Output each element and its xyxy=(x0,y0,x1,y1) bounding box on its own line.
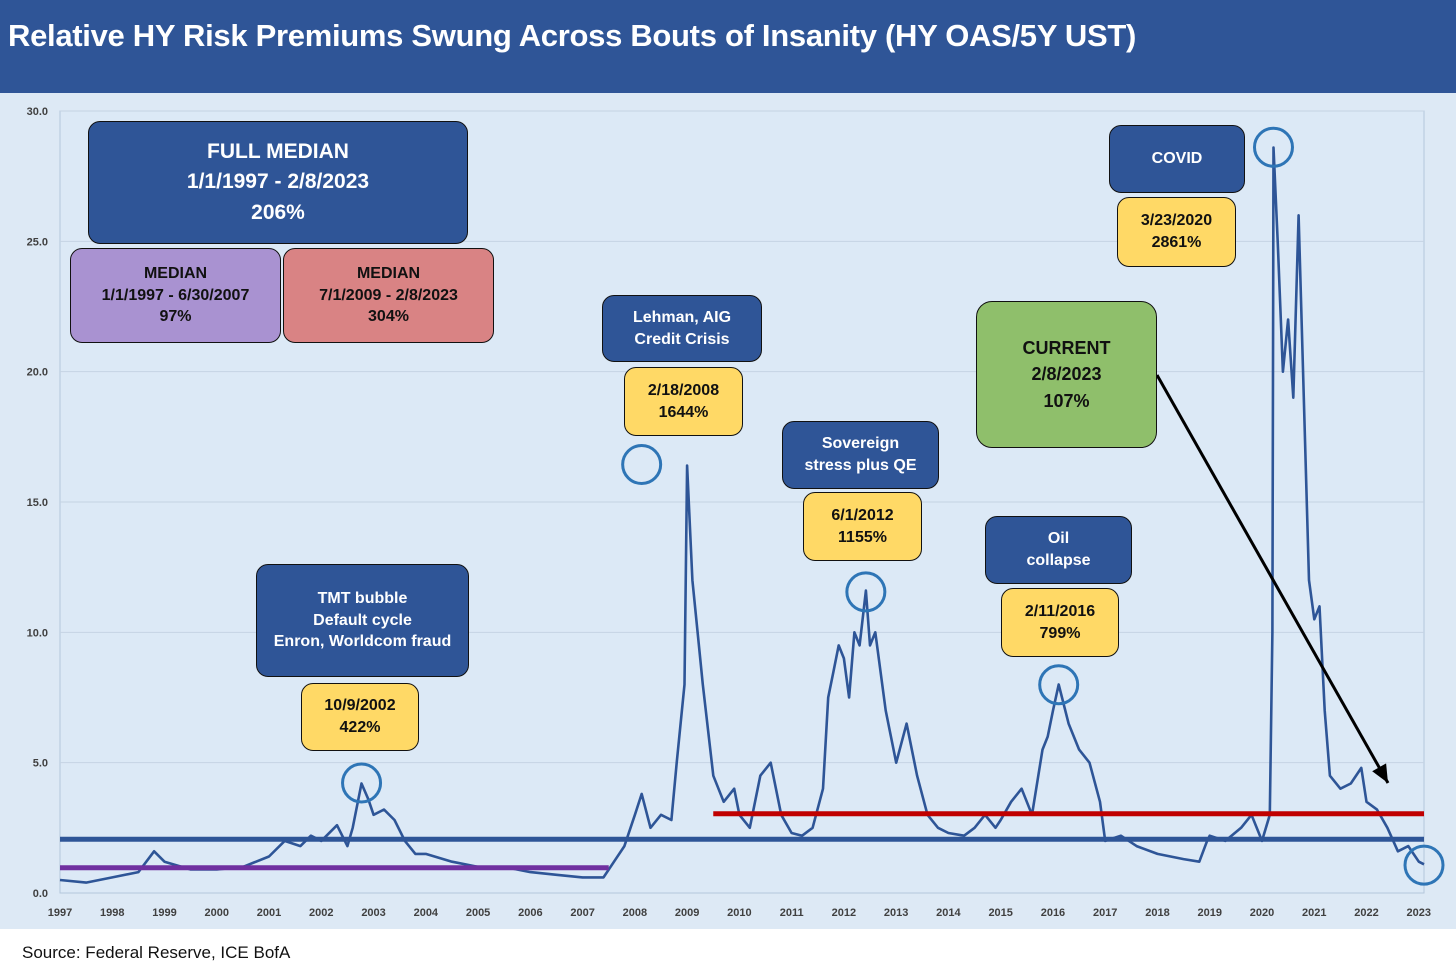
current-arrow xyxy=(1155,374,1390,784)
x-tick-label: 2012 xyxy=(832,907,856,919)
y-tick-label: 5.0 xyxy=(33,758,48,770)
x-tick-label: 2005 xyxy=(466,907,490,919)
tmt-peak-date: 10/9/2002 xyxy=(324,697,396,715)
x-tick-label: 2001 xyxy=(257,907,281,919)
sovereign-peak-date: 6/1/2012 xyxy=(831,506,894,524)
tmt-peak-value: 422% xyxy=(339,719,381,736)
peak-highlight-circle xyxy=(845,571,887,613)
tmt-event-line-2: Default cycle xyxy=(313,611,412,629)
current-arrow-head xyxy=(1372,763,1388,783)
tmt-event-line-3: Enron, Worldcom fraud xyxy=(273,633,452,651)
y-tick-label: 25.0 xyxy=(27,236,48,248)
sovereign-event-line-2: stress plus QE xyxy=(804,457,917,474)
x-tick-label: 2014 xyxy=(936,907,961,919)
x-tick-label: 2020 xyxy=(1250,907,1274,919)
x-tick-label: 2010 xyxy=(727,907,751,919)
full-median-value: 206% xyxy=(251,200,305,224)
sovereign-event-line-1: Sovereign xyxy=(821,435,900,453)
median-pre-box: MEDIAN 1/1/1997 - 6/30/2007 97% xyxy=(70,248,281,343)
x-tick-label: 2019 xyxy=(1197,907,1221,919)
x-tick-label: 2003 xyxy=(361,907,385,919)
covid-peak-date: 3/23/2020 xyxy=(1140,212,1213,230)
x-tick-label: 2015 xyxy=(988,907,1012,919)
x-tick-label: 2007 xyxy=(570,907,594,919)
tmt-event-line-1: TMT bubble xyxy=(317,590,408,608)
tmt-peak-box: 10/9/2002 422% xyxy=(301,683,419,751)
oil-peak-value: 799% xyxy=(1039,624,1081,642)
x-tick-label: 2021 xyxy=(1302,907,1326,919)
peak-highlight-circle xyxy=(621,443,663,485)
x-tick-label: 2004 xyxy=(414,907,439,919)
median-post-title: MEDIAN xyxy=(356,265,421,283)
oil-event-box: Oil collapse xyxy=(985,516,1132,584)
series-line xyxy=(59,146,1425,884)
x-tick-label: 2018 xyxy=(1145,907,1169,919)
y-tick-label: 10.0 xyxy=(27,627,48,639)
sovereign-peak-value: 1155% xyxy=(838,528,887,546)
full-median-title: FULL MEDIAN xyxy=(207,139,349,163)
peak-highlight-circle xyxy=(1252,126,1294,168)
median-post-box: MEDIAN 7/1/2009 - 2/8/2023 304% xyxy=(283,248,494,343)
median-pre-value: 97% xyxy=(159,308,192,326)
y-tick-label: 15.0 xyxy=(27,497,48,509)
sovereign-event-box: Sovereign stress plus QE xyxy=(782,421,939,489)
x-tick-label: 1997 xyxy=(48,907,72,919)
x-tick-label: 2011 xyxy=(780,907,804,919)
covid-peak-value: 2861% xyxy=(1151,234,1202,251)
x-tick-label: 2008 xyxy=(623,907,647,919)
covid-peak-box: 3/23/2020 2861% xyxy=(1117,197,1236,267)
x-tick-label: 2017 xyxy=(1093,907,1117,919)
y-tick-label: 30.0 xyxy=(27,106,48,118)
oil-event-line-2: collapse xyxy=(1026,552,1091,569)
covid-event-label: COVID xyxy=(1151,150,1203,168)
x-tick-label: 2000 xyxy=(205,907,229,919)
current-box: CURRENT 2/8/2023 107% xyxy=(976,301,1157,448)
current-date: 2/8/2023 xyxy=(1031,364,1102,385)
peak-highlight-circle xyxy=(1038,664,1080,706)
oil-event-line-1: Oil xyxy=(1047,530,1070,548)
peak-highlight-circle xyxy=(1403,844,1445,886)
x-tick-label: 2002 xyxy=(309,907,333,919)
covid-event-box: COVID xyxy=(1109,125,1245,193)
x-tick-label: 2009 xyxy=(675,907,699,919)
title-bar: Relative HY Risk Premiums Swung Across B… xyxy=(0,0,1456,93)
lehman-event-line-2: Credit Crisis xyxy=(634,330,730,348)
x-tick-label: 2013 xyxy=(884,907,908,919)
source-note: Source: Federal Reserve, ICE BofA xyxy=(22,943,291,962)
tmt-event-box: TMT bubble Default cycle Enron, Worldcom… xyxy=(256,564,469,677)
full-median-range: 1/1/1997 - 2/8/2023 xyxy=(186,170,370,194)
lehman-peak-date: 2/18/2008 xyxy=(647,381,720,399)
x-tick-label: 2006 xyxy=(518,907,542,919)
current-value: 107% xyxy=(1043,390,1090,411)
y-tick-label: 20.0 xyxy=(27,367,48,379)
x-tick-label: 1999 xyxy=(152,907,176,919)
oil-peak-date: 2/11/2016 xyxy=(1024,602,1096,620)
lehman-peak-value: 1644% xyxy=(658,403,709,421)
median-post-value: 304% xyxy=(368,308,409,326)
oil-peak-box: 2/11/2016 799% xyxy=(1001,588,1119,657)
median-post-range: 7/1/2009 - 2/8/2023 xyxy=(319,286,458,304)
median-pre-title: MEDIAN xyxy=(143,265,208,283)
peak-highlight-circle xyxy=(341,762,383,804)
page-title: Relative HY Risk Premiums Swung Across B… xyxy=(8,18,1137,53)
full-median-box: FULL MEDIAN 1/1/1997 - 2/8/2023 206% xyxy=(88,121,468,244)
x-tick-label: 2016 xyxy=(1041,907,1065,919)
y-tick-label: 0.0 xyxy=(33,888,48,900)
lehman-event-box: Lehman, AIG Credit Crisis xyxy=(602,295,762,362)
chart-panel: 0.0 5.0 10.0 15.0 20.0 25.0 30.0 1997 1998 1999 20… xyxy=(0,93,1456,929)
lehman-event-line-1: Lehman, AIG xyxy=(632,308,732,326)
lehman-peak-box: 2/18/2008 1644% xyxy=(624,367,743,436)
x-tick-label: 2022 xyxy=(1354,907,1378,919)
x-tick-label: 1998 xyxy=(100,907,124,919)
current-title: CURRENT xyxy=(1022,338,1111,359)
median-pre-range: 1/1/1997 - 6/30/2007 xyxy=(101,286,250,304)
x-tick-label: 2023 xyxy=(1407,907,1431,919)
sovereign-peak-box: 6/1/2012 1155% xyxy=(803,492,922,561)
